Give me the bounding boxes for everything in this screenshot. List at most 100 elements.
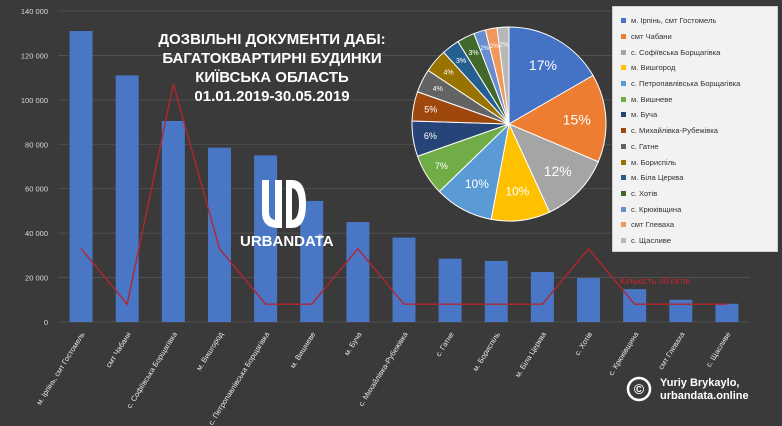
x-tick-label: с. Михайлівка-Рубежівка (357, 330, 411, 408)
pie-data-label: 15% (563, 111, 591, 127)
legend-swatch (621, 96, 626, 102)
legend-swatch (621, 143, 626, 149)
pie-chart: 17%15%12%10%10%7%6%5%4%4%3%3%2% 2% 2% (411, 26, 607, 222)
legend-item: с. Михайлівка-Рубежівка (621, 123, 773, 139)
legend-label: м. Вишневе (631, 94, 673, 104)
legend-item: м. Вишневе (621, 91, 773, 107)
pie-data-label: 3% (456, 58, 466, 65)
legend-item: с. Гатне (621, 139, 773, 155)
line-path (80, 84, 727, 306)
pie-data-label: 2% (490, 44, 499, 50)
legend-swatch (621, 128, 626, 134)
bar (715, 303, 739, 322)
x-tick-label: м. Вишневе (288, 330, 317, 369)
urbandata-logo: URBANDATA ® (240, 180, 334, 250)
legend-swatch (621, 65, 626, 71)
legend-item: м. Буча (621, 107, 773, 123)
pie-data-label: 4% (444, 70, 454, 77)
pie-data-label: 6% (424, 131, 437, 141)
y-tick-label: 20 000 (25, 274, 48, 283)
bar (254, 155, 278, 322)
legend-item: с. Щасливе (621, 233, 773, 249)
legend-swatch (621, 81, 626, 87)
legend-swatch (621, 206, 626, 212)
bar-series (69, 30, 739, 323)
x-tick-label: с. Хотів (573, 330, 594, 357)
bar (161, 120, 185, 322)
legend-label: м. Буча (631, 110, 658, 120)
line-series (80, 84, 727, 306)
legend-label: с. Петропавлівська Борщагівка (631, 79, 741, 89)
bar (577, 278, 601, 322)
logo-mark-icon (262, 180, 282, 228)
y-axis: 0 20 000 40 000 60 000 80 000 100 000 120 000 1… (21, 7, 48, 327)
pie-data-label: 17% (529, 57, 557, 73)
pie-data-label: 7% (435, 161, 448, 171)
pie-data-label: 10% (465, 177, 489, 191)
credit: © Yuriy Brykaylo, urbandata.online (626, 376, 749, 402)
bar (207, 147, 231, 322)
legend-label: с. Щасливе (631, 235, 672, 245)
pie-data-label: 12% (544, 163, 572, 179)
legend-swatch (621, 49, 626, 55)
credit-line-1: Yuriy Brykaylo, (660, 377, 740, 389)
legend-swatch (621, 190, 626, 196)
logo-text: URBANDATA (240, 233, 334, 250)
x-tick-label: м. Біла Церква (513, 330, 549, 379)
legend-item: м. Вишгород (621, 60, 773, 76)
title-line-4: 01.01.2019-30.05.2019 (194, 88, 349, 105)
y-tick-label: 120 000 (21, 51, 48, 60)
legend-swatch (621, 18, 626, 24)
x-tick-label: с. Софіївська Борщагівка (125, 330, 180, 410)
bar (115, 75, 139, 323)
pie-data-label: 2% (500, 43, 509, 49)
legend-label: м. Бориспіль (631, 157, 677, 167)
bar (484, 260, 508, 322)
y-tick-label: 100 000 (21, 96, 48, 105)
bar (300, 200, 324, 322)
legend-item: с. Софіївська Борщагівка (621, 44, 773, 60)
logo-registered: ® (318, 234, 323, 241)
copyright-symbol: © (634, 381, 645, 397)
bar (530, 272, 554, 322)
pie-slice (496, 26, 510, 125)
legend-label: м. Вишгород (631, 63, 676, 73)
x-tick-label: смт Чабани (104, 330, 133, 369)
x-tick-label: м. Вишгород (194, 330, 225, 372)
bar (392, 237, 416, 322)
bar (438, 258, 462, 322)
chart-title: ДОЗВІЛЬНІ ДОКУМЕНТИ ДАБІ: БАГАТОКВАРТИРН… (158, 31, 385, 105)
legend-label: смт Глеваха (631, 220, 675, 230)
y-tick-label: 0 (44, 318, 48, 327)
x-tick-label: м. Бориспіль (471, 330, 502, 373)
y-tick-label: 140 000 (21, 7, 48, 16)
pie-slice (507, 74, 607, 163)
legend-swatch (621, 237, 626, 243)
legend-label: с. Крюківщина (631, 204, 682, 214)
x-tick-label: м. Ірпінь, смт Гостомель (34, 330, 86, 406)
pie-data-label: 3% (468, 50, 478, 57)
legend-label: м. Біла Церква (631, 173, 684, 183)
legend-item: м. Бориспіль (621, 154, 773, 170)
x-tick-label: с. Крюківщина (606, 330, 640, 378)
line-series-label: Кількість об'єктів (620, 276, 691, 286)
title-line-1: ДОЗВІЛЬНІ ДОКУМЕНТИ ДАБІ: (158, 31, 385, 48)
x-tick-label: с. Гатне (434, 330, 456, 358)
credit-line-2: urbandata.online (660, 390, 749, 402)
legend-item: с. Петропавлівська Борщагівка (621, 76, 773, 92)
x-tick-label: м. Буча (342, 330, 364, 357)
x-tick-label: смт Глеваха (656, 330, 687, 372)
legend-item: смт Чабани (621, 29, 773, 45)
pie-data-label: 2% (481, 46, 490, 52)
legend-item: м. Біла Церква (621, 170, 773, 186)
pie-legend: м. Ірпінь, смт Гостомель смт Чабани с. Соф… (612, 6, 778, 252)
bar (69, 30, 93, 322)
copyright-icon (626, 376, 652, 402)
pie-slice (508, 123, 599, 213)
y-tick-label: 60 000 (25, 185, 48, 194)
legend-label: с. Хотів (631, 188, 658, 198)
logo-mark-d-icon (286, 180, 306, 228)
legend-swatch (621, 34, 626, 40)
